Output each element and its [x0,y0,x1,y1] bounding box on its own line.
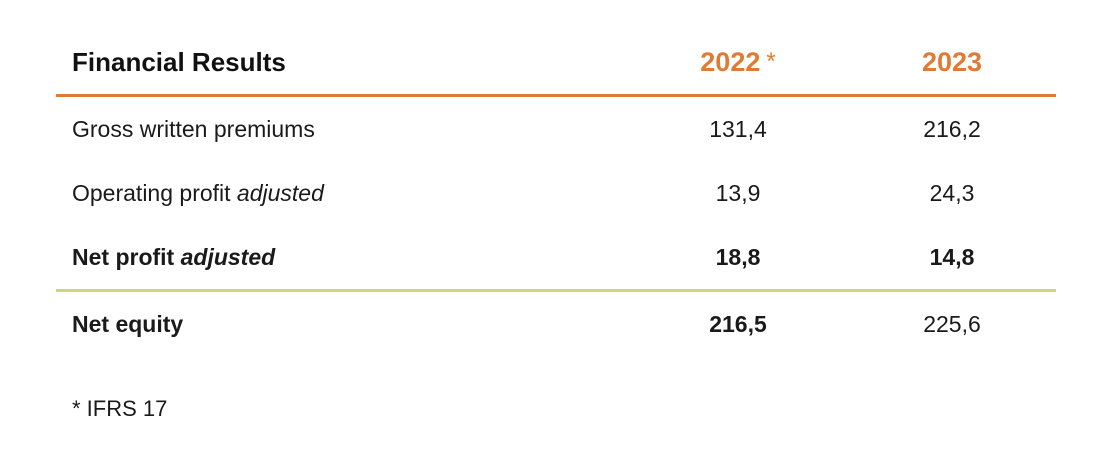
row-value-2022: 18,8 [715,243,761,270]
row-label-text: Net profit [72,243,175,270]
financial-results-table: Financial Results 2022 * 2023 Gross writ… [56,30,1056,356]
row-value-2023: 216,2 [923,115,981,142]
equity-divider [56,289,1056,292]
row-label: Operating profit adjusted [72,161,324,225]
equity-row: Net equity 216,5 225,6 [56,292,1056,356]
row-label-text: Operating profit [72,179,231,206]
column-year: 2022 [700,46,761,77]
row-value-2022: 13,9 [715,179,761,206]
column-marker: * [766,48,776,75]
row-label: Net equity [72,310,184,337]
header-divider [56,94,1056,97]
row-value-2023: 14,8 [929,243,975,270]
column-header-2023: 2023 [880,30,1024,94]
row-value-2022: 131,4 [709,115,767,142]
table-title: Financial Results [72,46,286,77]
column-header-2022: 2022 * [666,30,810,94]
column-year: 2023 [921,46,983,77]
row-value-2022: 216,5 [709,310,767,337]
table-row: Gross written premiums 131,4 216,2 [56,97,1056,161]
row-label-qualifier: adjusted [236,179,324,206]
footnote: * IFRS 17 [72,396,168,421]
row-label-qualifier: adjusted [180,243,276,270]
table-row: Net profit adjusted 18,8 14,8 [56,225,1056,289]
row-label-text: Gross written premiums [72,115,315,142]
row-value-2023: 225,6 [923,310,981,337]
row-label: Gross written premiums [72,97,315,161]
table-header-row: Financial Results 2022 * 2023 [56,30,1056,94]
row-value-2023: 24,3 [929,179,975,206]
row-label: Net profit adjusted [72,225,275,289]
table-row: Operating profit adjusted 13,9 24,3 [56,161,1056,225]
